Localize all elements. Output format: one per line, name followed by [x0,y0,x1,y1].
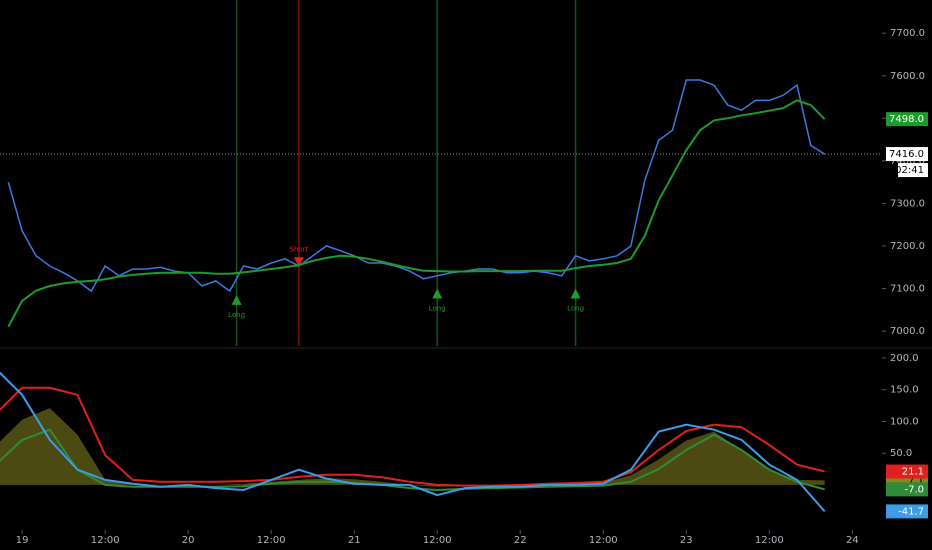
x-tick-label: 20 [182,535,195,546]
x-tick-label: 12:00 [755,535,784,546]
value-tag-box [886,482,928,497]
x-tick-label: 21 [348,535,361,546]
x-tick-label: 19 [16,535,29,546]
signal-label: Long [429,305,446,313]
y-tick-label: 7700.0 [890,28,925,39]
value-tag-box [886,504,928,519]
x-tick-label: 23 [680,535,693,546]
line [7,99,826,328]
y-tick-label: 100.0 [890,416,919,427]
line [7,79,826,293]
y-tick-label: 150.0 [890,385,919,396]
value-tag: -7.0 [904,484,924,495]
signal-label: Long [228,311,245,319]
value-tag: -41.7 [898,506,924,517]
y-tick-label: 7100.0 [890,284,925,295]
line [0,386,825,487]
y-tick-label: 7200.0 [890,241,925,252]
value-tag: 7498.0 [889,114,924,125]
signal-label: Short [289,245,308,253]
x-tick-label: 22 [514,535,527,546]
signal-arrow [231,294,242,305]
plot-area [7,0,826,346]
countdown: 02:41 [895,165,924,176]
countdown-box [898,163,928,178]
signal-arrow [293,257,304,268]
value-tag-box [886,464,928,479]
y-tick-label: 7400.0 [890,156,925,167]
x-tick-label: 12:00 [257,535,286,546]
area [0,408,825,487]
y-tick-label: 50.0 [890,448,912,459]
y-tick-label: 7600.0 [890,71,925,82]
line [0,428,825,492]
x-tick-label: 12:00 [423,535,452,546]
x-tick-label: 12:00 [91,535,120,546]
line [0,371,826,513]
last-price-box [886,147,928,162]
value-tag: 7.1 [908,475,924,486]
last-price-label: 7416.0 [889,149,924,160]
plot-area [0,371,826,513]
x-tick-label: 12:00 [589,535,618,546]
value-tag-box [886,112,928,127]
y-tick-label: 7000.0 [890,326,925,337]
signal-label: Long [567,305,584,313]
x-tick-label: 24 [846,535,859,546]
signal-arrow [432,288,443,299]
signal-arrow [570,288,581,299]
y-tick-label: 200.0 [890,353,919,364]
value-tag: 21.1 [902,467,924,478]
y-tick-label: 7300.0 [890,198,925,209]
